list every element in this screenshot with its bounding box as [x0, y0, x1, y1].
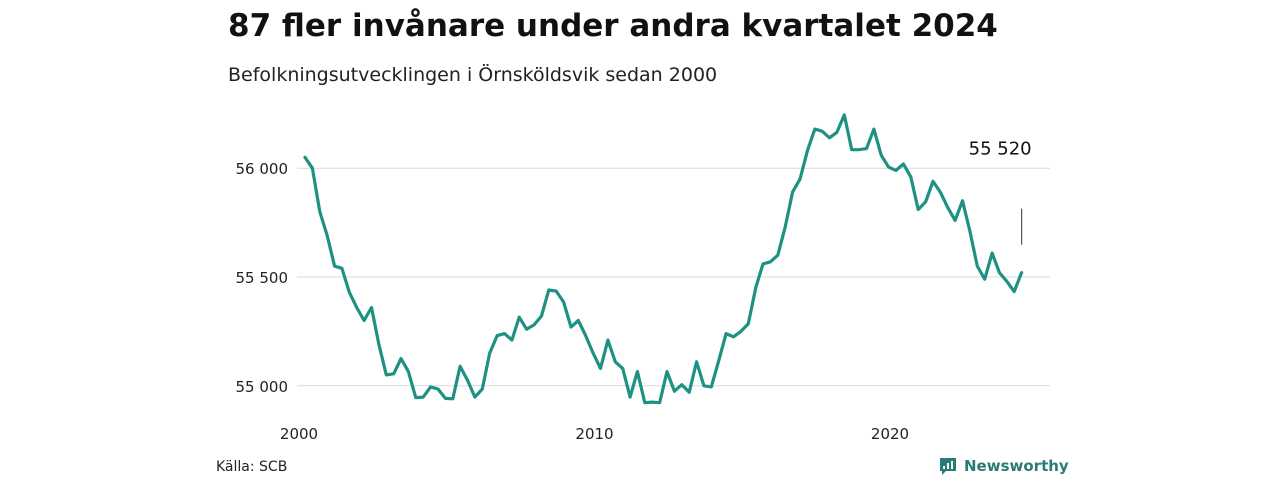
y-tick-label: 55 000 — [236, 378, 289, 396]
source-label: Källa: SCB — [216, 459, 288, 475]
annotations: 55 520 — [969, 139, 1032, 245]
x-tick-label: 2020 — [871, 425, 909, 443]
series-line-0 — [303, 113, 1024, 405]
plot-area — [303, 113, 1024, 405]
y-tick-label: 55 500 — [236, 269, 289, 287]
x-tick-label: 2000 — [280, 425, 318, 443]
brand-name: Newsworthy — [964, 457, 1069, 475]
y-axis-ticks: 55 000 55 500 56 000 — [236, 160, 289, 396]
newsworthy-logo-icon — [940, 458, 956, 475]
y-tick-label: 56 000 — [236, 160, 289, 178]
x-axis-ticks: 2000 2010 2020 — [280, 425, 909, 443]
chart-title: 87 fler invånare under andra kvartalet 2… — [228, 8, 998, 44]
chart-subtitle: Befolkningsutvecklingen i Örnsköldsvik s… — [228, 64, 718, 86]
brand-logo: Newsworthy — [938, 456, 1069, 476]
x-tick-label: 2010 — [575, 425, 613, 443]
annotation-label: 55 520 — [969, 139, 1032, 160]
grid-lines — [297, 167, 1050, 387]
